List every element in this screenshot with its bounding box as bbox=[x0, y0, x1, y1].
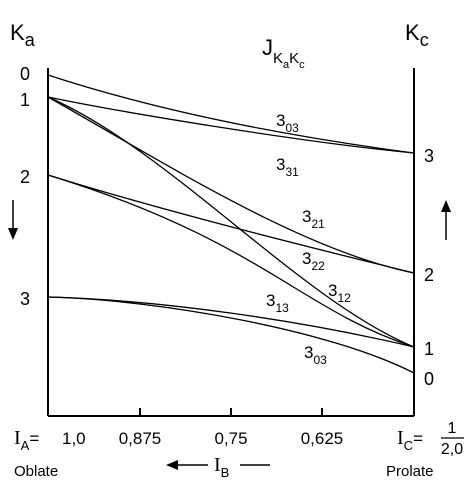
curve-331 bbox=[47, 96, 415, 154]
right-up-arrow-icon bbox=[441, 200, 451, 240]
prolate-label: Prolate bbox=[386, 463, 434, 480]
right-level-2: 2 bbox=[424, 265, 434, 285]
oblate-label: Oblate bbox=[14, 463, 58, 480]
ic-axis-label: IC= bbox=[397, 427, 423, 453]
left-level-0: 0 bbox=[20, 64, 30, 84]
right-level-1: 1 bbox=[424, 339, 434, 359]
ic-fraction-denominator: 2,0 bbox=[441, 441, 463, 458]
right-kc-header: Kc bbox=[405, 20, 429, 50]
left-ka-header: Ka bbox=[10, 20, 36, 50]
left-level-3: 3 bbox=[20, 289, 30, 309]
left-down-arrow-icon bbox=[8, 200, 18, 240]
ic-fraction-numerator: 1 bbox=[448, 420, 457, 437]
right-level-0: 0 bbox=[424, 369, 434, 389]
curve-303-lower-313 bbox=[47, 296, 415, 348]
curve-322 bbox=[47, 174, 415, 274]
tick-label-0625: 0,625 bbox=[301, 429, 344, 448]
right-level-3: 3 bbox=[424, 146, 434, 166]
curve-label-313: 313 bbox=[266, 291, 289, 315]
curve-303-lower bbox=[47, 296, 415, 374]
tick-label-0875: 0,875 bbox=[119, 429, 162, 448]
tick-label-10: 1,0 bbox=[62, 429, 86, 448]
curve-label-312: 312 bbox=[328, 281, 351, 305]
title-jkakc: JKaKc bbox=[262, 35, 305, 71]
curve-321 bbox=[47, 96, 415, 274]
curve-label-303-lower: 303 bbox=[304, 343, 327, 367]
curve-303-upper bbox=[47, 74, 415, 154]
ib-axis-label: IB bbox=[214, 454, 229, 480]
ib-left-arrow-icon bbox=[166, 460, 208, 470]
curve-label-331: 331 bbox=[276, 155, 299, 179]
curve-label-321: 321 bbox=[302, 207, 325, 231]
left-level-1: 1 bbox=[20, 90, 30, 110]
curve-312 bbox=[47, 96, 415, 348]
curve-313 bbox=[47, 174, 415, 348]
tick-label-075: 0,75 bbox=[214, 429, 247, 448]
ia-axis-label: IA= bbox=[14, 427, 39, 453]
curve-label-322: 322 bbox=[302, 249, 325, 273]
left-level-2: 2 bbox=[20, 167, 30, 187]
curve-label-303-upper: 303 bbox=[276, 111, 299, 135]
